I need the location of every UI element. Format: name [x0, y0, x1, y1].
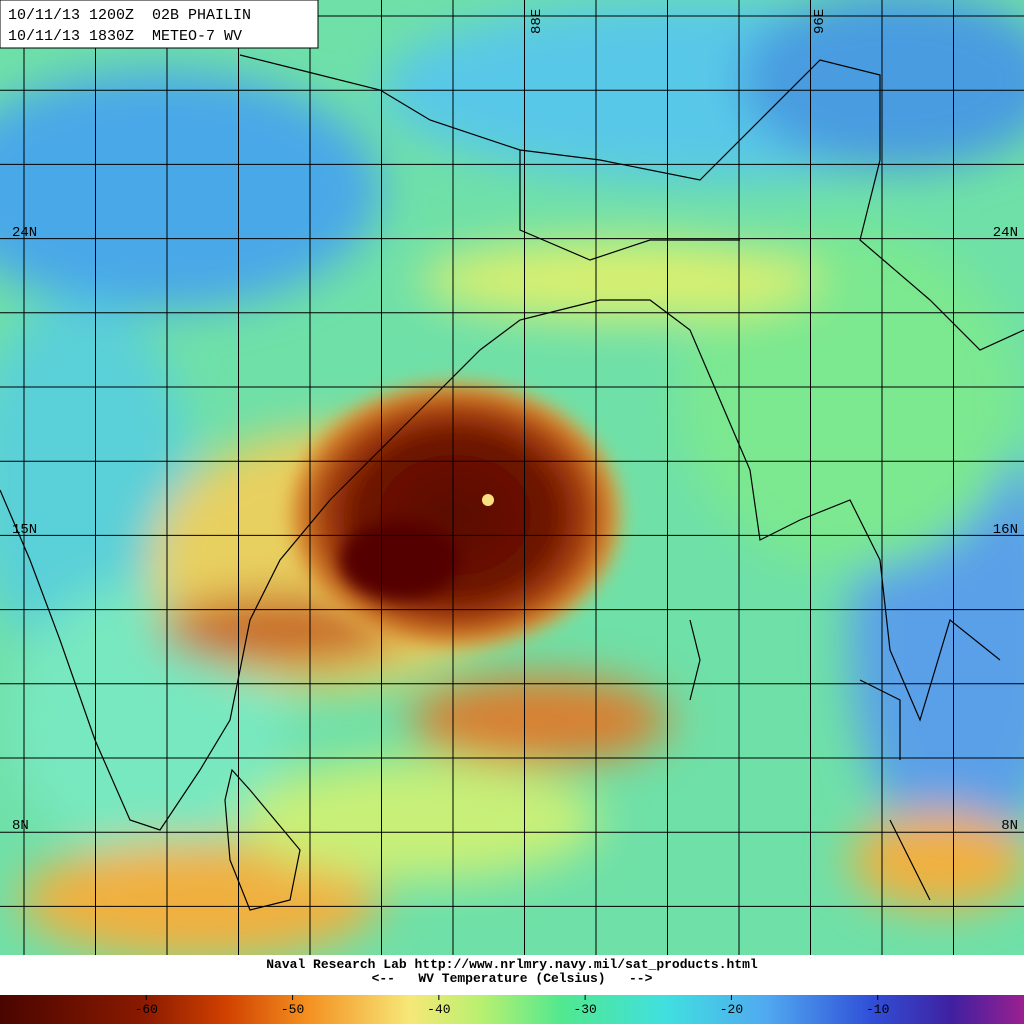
colorbar [0, 995, 1024, 1024]
colorbar-tick-label: -20 [720, 1002, 743, 1017]
lat-label: 24N [993, 225, 1018, 241]
colorbar-tick-label: -50 [281, 1002, 304, 1017]
imagery [0, 0, 1024, 955]
colorbar-ticks: -60 -50 -40 -30 -20 -10 [135, 995, 889, 1017]
lat-label: 16N [993, 522, 1018, 538]
colorbar-tick-label: -40 [427, 1002, 450, 1017]
header-line: 10/11/13 1200Z 02B PHAILIN [8, 7, 251, 24]
lat-label: 8N [1001, 818, 1018, 834]
caption: <-- WV Temperature (Celsius) --> [372, 971, 653, 986]
lon-label: 88E [529, 9, 545, 34]
lat-label: 15N [12, 522, 37, 538]
colorbar-tick-label: -10 [866, 1002, 889, 1017]
lat-label: 8N [12, 818, 29, 834]
footer [0, 955, 1024, 995]
header-line: 10/11/13 1830Z METEO-7 WV [8, 28, 242, 45]
colorbar-tick-label: -30 [573, 1002, 596, 1017]
colorbar-tick-label: -60 [135, 1002, 158, 1017]
storm-eye [482, 494, 494, 506]
coastlines [0, 54, 1024, 911]
lat-label: 24N [12, 225, 37, 241]
credit: Naval Research Lab http://www.nrlmry.nav… [266, 957, 758, 972]
lon-label: 96E [812, 9, 828, 34]
header-box [0, 0, 319, 49]
